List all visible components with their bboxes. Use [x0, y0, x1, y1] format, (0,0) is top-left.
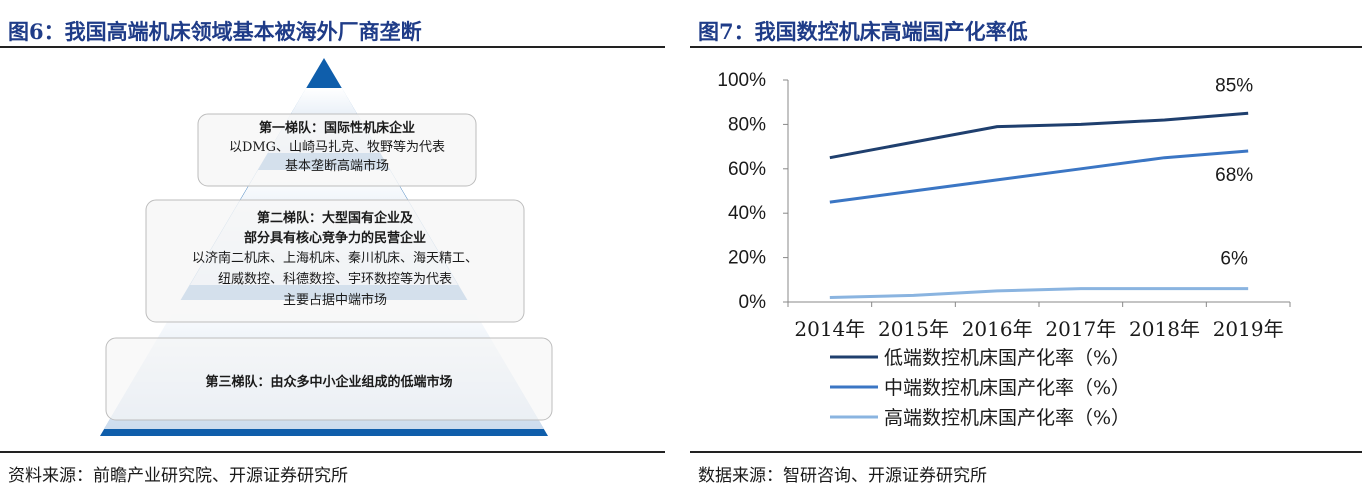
tier-1-line-2: 以DMG、山崎马扎克、牧野等为代表: [229, 139, 445, 155]
pyramid-diagram: 第一梯队：国际性机床企业 以DMG、山崎马扎克、牧野等为代表 基本垄断高端市场 …: [100, 58, 553, 436]
x-tick-label: 2014年: [794, 317, 865, 341]
y-tick-label: 100%: [717, 70, 766, 91]
figure-6-source: 资料来源：前瞻产业研究院、开源证券研究所: [8, 466, 348, 486]
top-rule: [690, 46, 1362, 48]
tier-1-line-1: 第一梯队：国际性机床企业: [259, 120, 415, 136]
series-line-2: [829, 149, 1249, 204]
tier-3-box: 第三梯队：由众多中小企业组成的低端市场: [105, 337, 553, 421]
tier-1-box: 第一梯队：国际性机床企业 以DMG、山崎马扎克、牧野等为代表 基本垄断高端市场: [197, 113, 477, 187]
tier-2-box: 第二梯队：大型国有企业及 部分具有核心竞争力的民营企业 以济南二机床、上海机床、…: [145, 199, 525, 323]
series-line-1: [829, 111, 1249, 160]
y-tick-label: 60%: [728, 159, 766, 180]
tier-2-line-4: 纽威数控、科德数控、宇环数控等为代表: [218, 271, 452, 287]
figure-7-source: 数据来源：智研咨询、开源证券研究所: [698, 466, 987, 486]
figure-6-title: 图6：我国高端机床领域基本被海外厂商垄断: [8, 19, 422, 44]
bottom-rule: [690, 451, 1362, 453]
annotation-label: 68%: [1215, 165, 1253, 186]
annotation-label: 85%: [1215, 75, 1253, 96]
series-line-3: [829, 287, 1249, 300]
legend-label-2: 中端数控机床国产化率（%）: [884, 377, 1130, 399]
tier-2-line-1: 第二梯队：大型国有企业及: [257, 210, 414, 226]
chart-lines: [829, 111, 1249, 300]
legend-label-3: 高端数控机床国产化率（%）: [884, 407, 1130, 429]
left-figure: 图6：我国高端机床领域基本被海外厂商垄断 第一梯队：国际性机床企业 以DMG、山…: [0, 0, 665, 492]
tier-2-line-2: 部分具有核心竞争力的民营企业: [244, 230, 426, 246]
y-tick-label: 40%: [728, 203, 766, 224]
tier-2-line-5: 主要占据中端市场: [283, 292, 387, 308]
chart-annotations: 85% 68% 6%: [1215, 75, 1253, 269]
legend-label-1: 低端数控机床国产化率（%）: [884, 347, 1130, 369]
x-tick-label: 2019年: [1213, 317, 1284, 341]
tier-1-line-3: 基本垄断高端市场: [285, 158, 389, 174]
tier-3-line-1: 第三梯队：由众多中小企业组成的低端市场: [205, 374, 452, 390]
line-chart: 0% 20% 40% 60% 80% 100% 2014年 2015年 2016年 2017年 20…: [717, 70, 1291, 429]
top-rule: [0, 46, 665, 48]
chart-legend: 低端数控机床国产化率（%） 中端数控机床国产化率（%） 高端数控机床国产化率（%）: [830, 347, 1130, 429]
bottom-rule: [0, 451, 665, 453]
x-tick-label: 2018年: [1129, 317, 1200, 341]
y-tick-label: 20%: [728, 248, 766, 269]
tier-2-line-3: 以济南二机床、上海机床、秦川机床、海天精工、: [192, 250, 478, 266]
figure-7-title: 图7：我国数控机床高端国产化率低: [698, 19, 1028, 44]
x-tick-label: 2016年: [962, 317, 1033, 341]
y-tick-label: 0%: [739, 292, 767, 313]
annotation-label: 6%: [1220, 249, 1248, 270]
x-tick-label: 2015年: [878, 317, 949, 341]
y-tick-label: 80%: [728, 114, 766, 135]
chart-axes: 0% 20% 40% 60% 80% 100% 2014年 2015年 2016年 2017年 20…: [717, 70, 1291, 341]
right-figure: 图7：我国数控机床高端国产化率低 0% 20% 40% 60% 80% 100% 2014年…: [690, 0, 1362, 492]
x-tick-label: 2017年: [1045, 317, 1116, 341]
